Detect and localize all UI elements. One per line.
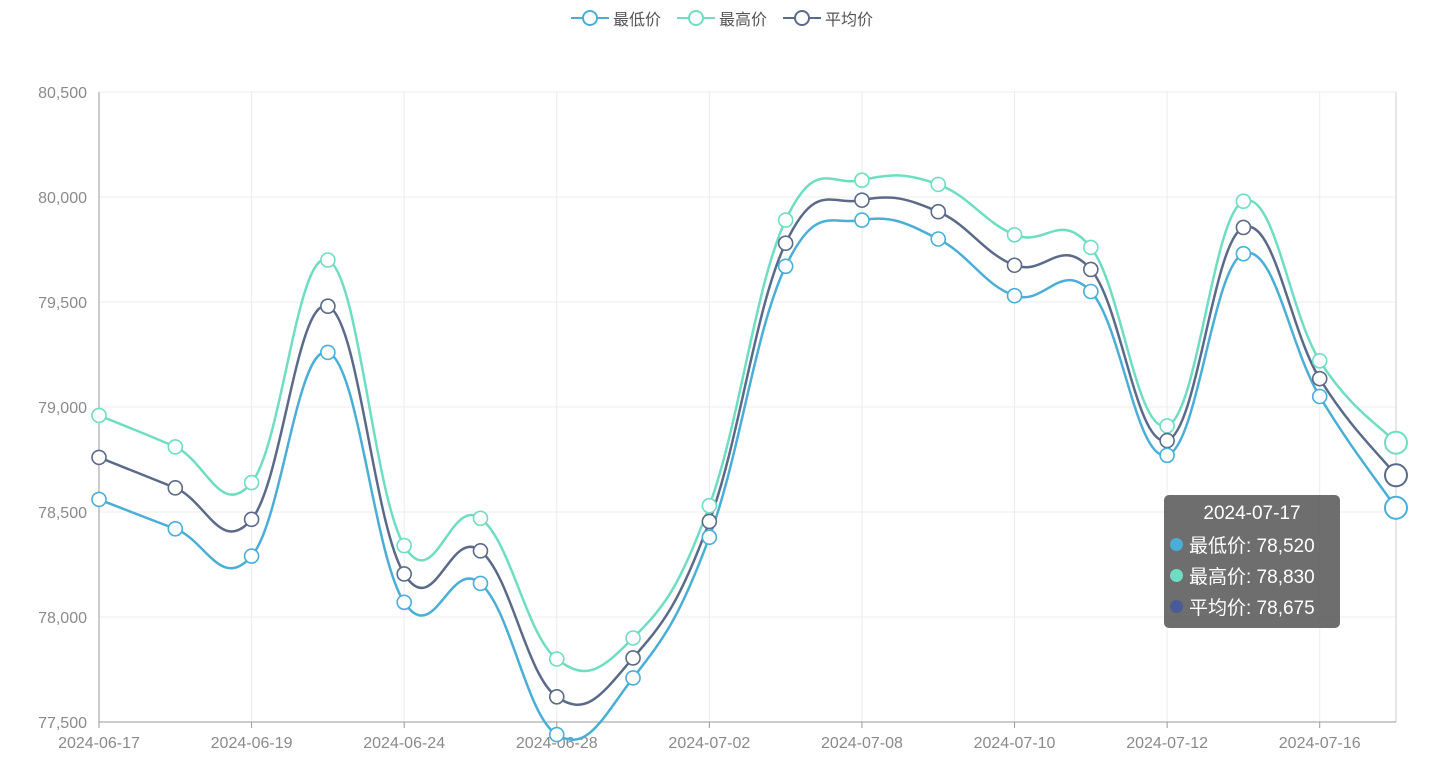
data-point bbox=[625, 650, 641, 666]
legend-item-max[interactable]: 最高价 bbox=[676, 6, 767, 30]
y-tick-label: 79,000 bbox=[38, 400, 87, 417]
tooltip-row-max: 最高价: 78,830 bbox=[1170, 560, 1334, 591]
data-point bbox=[91, 491, 107, 508]
data-point bbox=[701, 513, 718, 530]
data-point bbox=[777, 235, 794, 251]
data-point bbox=[396, 594, 412, 611]
series-line bbox=[98, 217, 1398, 741]
data-point bbox=[320, 252, 336, 268]
data-point bbox=[396, 566, 412, 582]
data-point bbox=[1159, 432, 1175, 449]
data-point bbox=[1235, 193, 1252, 209]
y-tick-label: 80,500 bbox=[38, 85, 87, 102]
data-point bbox=[930, 176, 947, 193]
data-point bbox=[548, 688, 565, 705]
x-tick-label: 2024-06-17 bbox=[58, 735, 140, 752]
legend-label-avg: 平均价 bbox=[825, 12, 874, 29]
chart-tooltip: 2024-07-17 最低价: 78,520 最高价: 78,830 平均价: … bbox=[1164, 495, 1340, 628]
x-tick-label: 2024-06-24 bbox=[363, 735, 445, 752]
data-point bbox=[472, 543, 489, 559]
data-point bbox=[701, 529, 718, 546]
tooltip-row-avg: 平均价: 78,675 bbox=[1170, 591, 1334, 622]
data-point bbox=[91, 407, 107, 424]
data-point bbox=[548, 726, 565, 743]
data-point bbox=[1311, 388, 1328, 405]
data-point bbox=[1083, 239, 1099, 256]
legend-item-min[interactable]: 最低价 bbox=[570, 6, 661, 30]
y-tick-label: 78,000 bbox=[38, 610, 87, 627]
data-point bbox=[1311, 370, 1328, 387]
data-point bbox=[625, 630, 641, 646]
data-point bbox=[701, 497, 718, 514]
data-point bbox=[1384, 495, 1408, 520]
data-point bbox=[472, 510, 489, 527]
x-tick-label: 2024-07-12 bbox=[1126, 735, 1208, 752]
x-tick-label: 2024-07-02 bbox=[668, 735, 750, 752]
data-point bbox=[854, 212, 870, 228]
legend-item-avg[interactable]: 平均价 bbox=[783, 6, 873, 30]
tooltip-dot-avg-icon bbox=[1170, 600, 1183, 613]
data-point bbox=[472, 575, 489, 592]
data-point bbox=[1235, 219, 1252, 236]
data-point bbox=[1384, 463, 1408, 488]
data-point bbox=[320, 344, 336, 361]
legend-label-max: 最高价 bbox=[718, 12, 767, 29]
data-point bbox=[1006, 287, 1023, 304]
data-point bbox=[167, 480, 184, 496]
y-tick-label: 79,500 bbox=[38, 295, 87, 312]
x-tick-label: 2024-07-08 bbox=[821, 735, 903, 752]
tooltip-value-max: 最高价: 78,830 bbox=[1189, 567, 1315, 588]
series-line bbox=[98, 196, 1397, 706]
x-tick-label: 2024-07-16 bbox=[1279, 735, 1361, 752]
tooltip-dot-min-icon bbox=[1170, 538, 1183, 551]
data-point bbox=[167, 439, 184, 455]
data-point bbox=[548, 651, 565, 667]
data-point bbox=[854, 172, 870, 188]
data-point bbox=[91, 449, 107, 466]
data-point bbox=[320, 298, 336, 315]
legend-swatch-max-icon bbox=[676, 10, 715, 26]
y-tick-label: 77,500 bbox=[38, 715, 87, 732]
data-point bbox=[243, 548, 260, 564]
x-tick-label: 2024-07-10 bbox=[974, 735, 1056, 752]
x-tick-label: 2024-06-19 bbox=[211, 735, 293, 752]
data-point bbox=[777, 212, 794, 228]
data-point bbox=[1235, 245, 1252, 262]
data-point bbox=[1159, 447, 1175, 464]
legend-swatch-avg-icon bbox=[783, 10, 821, 26]
data-point bbox=[243, 474, 260, 491]
tooltip-dot-max-icon bbox=[1170, 569, 1183, 582]
y-tick-label: 78,500 bbox=[38, 505, 87, 522]
data-point bbox=[1006, 227, 1023, 243]
legend-label-min: 最低价 bbox=[612, 12, 661, 29]
data-point bbox=[930, 203, 947, 220]
chart-legend: 最低价 最高价 平均价 bbox=[0, 6, 1444, 30]
tooltip-row-min: 最低价: 78,520 bbox=[1170, 529, 1334, 560]
data-point bbox=[1311, 352, 1328, 369]
data-point bbox=[1083, 283, 1099, 300]
data-point bbox=[243, 511, 260, 528]
y-tick-label: 80,000 bbox=[38, 190, 87, 207]
tooltip-value-min: 最低价: 78,520 bbox=[1189, 536, 1315, 557]
data-point bbox=[1006, 257, 1023, 274]
data-point bbox=[625, 670, 641, 686]
data-point bbox=[167, 520, 184, 537]
data-point bbox=[854, 192, 870, 208]
tooltip-title: 2024-07-17 bbox=[1203, 503, 1301, 524]
tooltip-value-avg: 平均价: 78,675 bbox=[1189, 598, 1315, 619]
data-point bbox=[777, 258, 794, 275]
data-point bbox=[396, 537, 412, 554]
data-point bbox=[1083, 261, 1099, 278]
data-point bbox=[930, 231, 947, 247]
legend-swatch-min-icon bbox=[570, 10, 609, 26]
data-point bbox=[1159, 418, 1175, 434]
data-point bbox=[1384, 430, 1408, 455]
